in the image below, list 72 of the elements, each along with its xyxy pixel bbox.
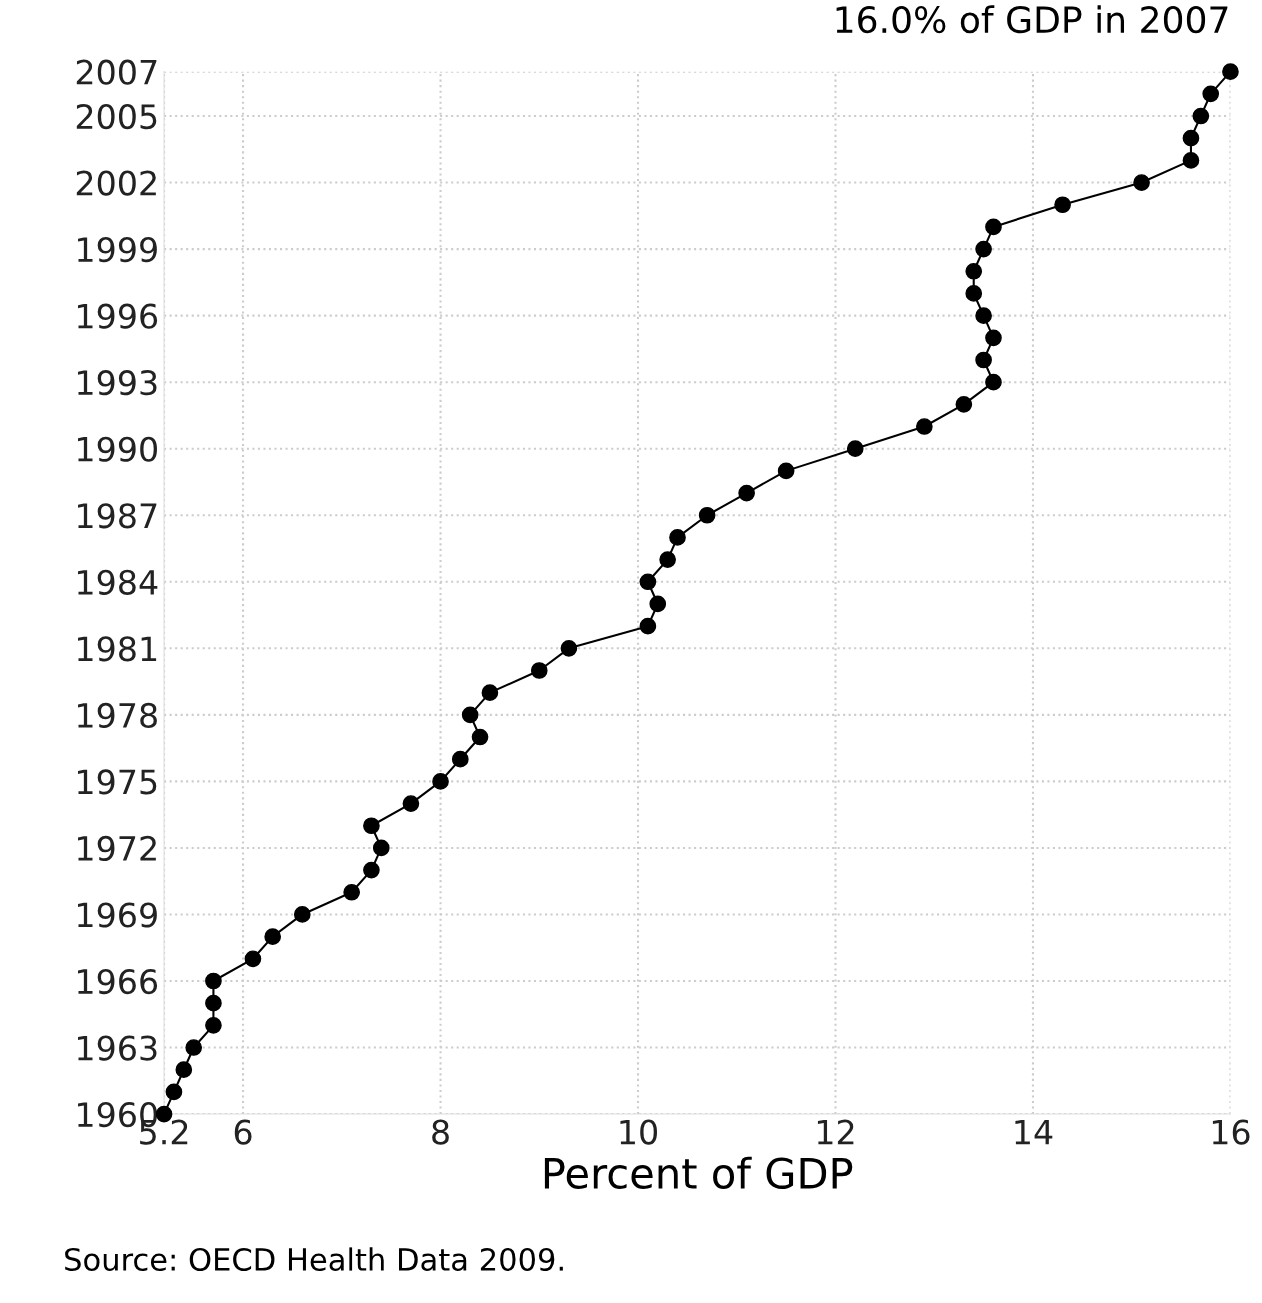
point [363,817,380,835]
point [293,906,311,923]
y-tick-label: 1999 [78,237,157,263]
y-tick-label: 1966 [78,968,158,995]
source-note: Source: OECD Health Data 2009. [65,1247,563,1272]
point [649,595,667,613]
point [639,573,657,591]
point [432,773,449,790]
point [965,285,983,302]
y-tick-label: 1990 [78,436,157,462]
point [985,373,1002,391]
point [560,639,578,657]
point [264,928,282,945]
point [1192,107,1210,125]
point [343,883,360,901]
x-tick-label: 10 [620,1119,658,1145]
y-tick-label: 1987 [78,503,157,529]
point [481,684,499,702]
y-tick-label: 1978 [78,702,157,728]
chart-title: 16.0% of GDP in 2007 [836,5,1228,34]
point [461,706,479,724]
point [985,218,1002,236]
point [372,839,390,857]
point [185,1039,203,1056]
y-tick-label: 2002 [76,170,156,196]
point [698,506,716,524]
point [777,462,795,480]
point [1202,85,1220,103]
point [451,750,469,768]
point [244,950,262,968]
y-tick-label: 1996 [78,303,158,329]
point [530,662,548,679]
y-tick-label: 2007 [76,59,157,85]
point [975,240,992,258]
point [965,262,983,280]
point [669,529,686,546]
point [975,351,992,369]
y-tick-label: 1993 [78,370,157,396]
point [1182,129,1200,147]
point [1182,152,1200,169]
y-tick-label: 2005 [76,103,157,130]
y-tick-label: 1963 [78,1035,157,1061]
x-tick-label: 6 [234,1119,252,1145]
point [985,329,1002,347]
x-tick-label: 14 [1015,1119,1053,1145]
y-tick-label: 1984 [78,569,158,595]
point [916,418,933,435]
point [402,795,420,812]
point [1222,63,1239,80]
x-tick-label: 12 [817,1119,854,1145]
point [846,440,864,458]
point [955,396,973,413]
point [1133,174,1150,191]
point [205,994,222,1012]
point [738,484,755,502]
y-tick-label: 1975 [78,769,157,795]
point [1054,196,1071,214]
x-tick-label: 16 [1212,1119,1250,1145]
y-tick-label: 1969 [78,902,157,928]
x-tick-label: 8 [432,1119,449,1145]
point [659,551,676,568]
point [165,1083,183,1101]
x-axis-title: Percent of GDP [544,1156,853,1189]
point [205,1017,222,1034]
point [471,728,489,746]
point [975,307,992,324]
point [205,972,222,990]
y-tick-label: 1972 [78,835,156,862]
point [175,1061,193,1079]
point [363,861,380,879]
y-tick-label: 1981 [78,636,157,662]
point [639,617,657,635]
